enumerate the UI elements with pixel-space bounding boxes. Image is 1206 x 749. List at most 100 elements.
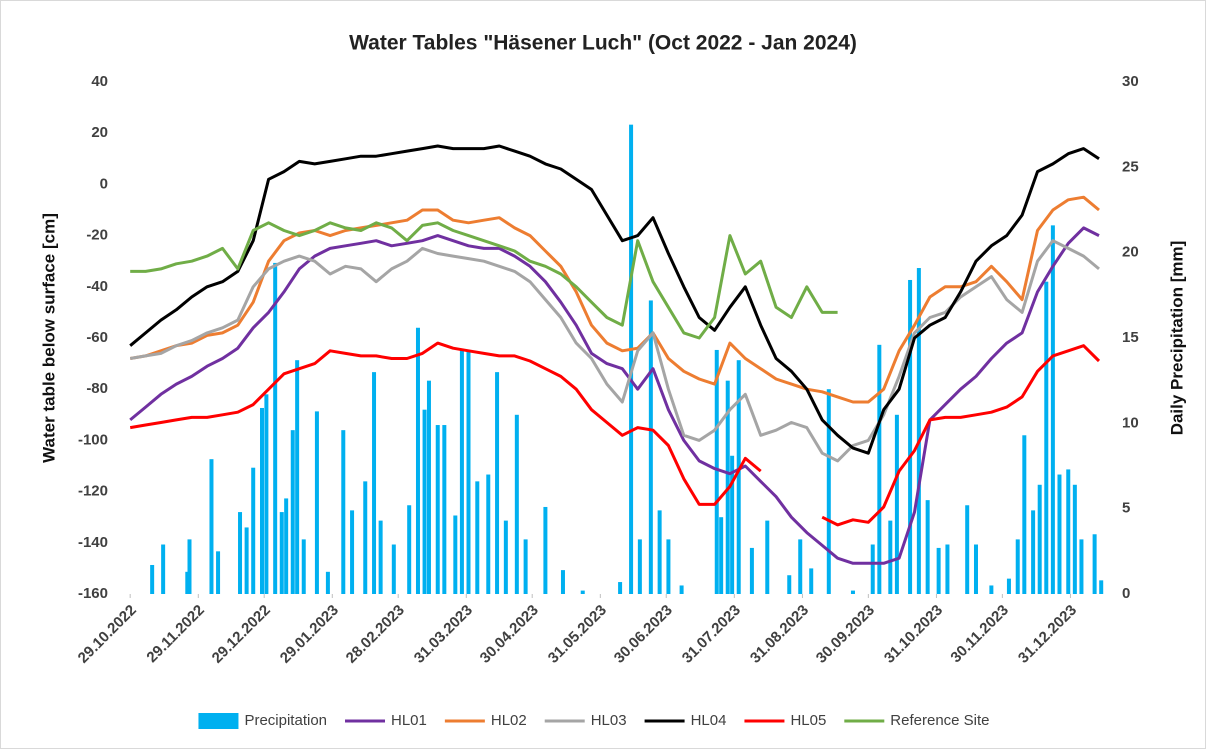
precipitation-bar: [209, 459, 214, 594]
legend-label: Precipitation: [244, 712, 327, 729]
precipitation-bar: [279, 512, 284, 594]
precipitation-bar: [415, 327, 420, 594]
y-axis-title: Water table below surface [cm]: [39, 213, 58, 463]
precipitation-bar: [1022, 435, 1027, 594]
legend-label: HL04: [691, 712, 727, 729]
precipitation-bar: [945, 544, 950, 594]
precipitation-bar: [1037, 484, 1042, 594]
precipitation-bar: [1031, 510, 1036, 594]
y-tick-label: -40: [86, 278, 108, 295]
precipitation-bar: [161, 544, 166, 594]
y-tick-label: -60: [86, 329, 108, 346]
precipitation-bar: [523, 539, 528, 594]
y-tick-label: -160: [78, 585, 108, 602]
series-line: [129, 144, 1100, 455]
y2-tick-label: 25: [1122, 158, 1139, 175]
precipitation-bar: [475, 481, 480, 594]
precipitation-bar: [749, 547, 754, 594]
precipitation-bar: [314, 411, 319, 594]
precipitation-bar: [719, 517, 724, 594]
legend-label: Reference Site: [890, 712, 989, 729]
precipitation-bar: [185, 571, 190, 594]
precipitation-bar: [503, 520, 508, 594]
precipitation-bar: [1057, 474, 1062, 594]
precipitation-bar: [264, 394, 269, 594]
y2-tick-label: 20: [1122, 244, 1139, 261]
precipitation-bar: [442, 425, 447, 594]
series-line: [821, 344, 1101, 527]
precipitation-bar: [422, 409, 427, 594]
y2-tick-label: 5: [1122, 500, 1130, 517]
precipitation-bar: [618, 582, 623, 594]
precipitation-bar: [466, 351, 471, 594]
y2-tick-label: 10: [1122, 414, 1139, 431]
precipitation-bar: [809, 568, 814, 594]
precipitation-bar: [486, 474, 491, 594]
y-tick-label: -120: [78, 483, 108, 500]
precipitation-bar: [629, 124, 634, 595]
precipitation-bar: [894, 414, 899, 594]
precipitation-bar: [273, 262, 278, 594]
precipitation-bar: [378, 520, 383, 594]
precipitation-bar: [925, 500, 930, 594]
y2-tick-label: 30: [1122, 73, 1139, 90]
precipitation-bar: [244, 527, 249, 594]
chart-title: Water Tables "Häsener Luch" (Oct 2022 - …: [349, 32, 857, 55]
precipitation-bar: [150, 564, 155, 594]
precipitation-bar: [666, 539, 671, 594]
precipitation-bar: [238, 512, 243, 594]
y2-tick-label: 15: [1122, 329, 1139, 346]
precipitation-bar: [1015, 539, 1020, 594]
precipitation-bar: [259, 407, 264, 594]
precipitation-bar: [295, 360, 300, 594]
precipitation-bar: [1066, 469, 1071, 594]
precipitation-bar: [290, 430, 295, 594]
precipitation-bar: [495, 372, 500, 594]
precipitation-bar: [798, 539, 803, 594]
legend-label: HL05: [790, 712, 826, 729]
precipitation-bar: [435, 425, 440, 594]
precipitation-bar: [350, 510, 355, 594]
precipitation-bar: [877, 344, 882, 594]
precipitation-bar: [908, 279, 913, 594]
precipitation-bar: [1079, 539, 1084, 594]
precipitation-bar: [916, 268, 921, 594]
precipitation-bar: [543, 506, 548, 594]
y-tick-label: -80: [86, 380, 108, 397]
y-tick-label: 40: [91, 73, 108, 90]
precipitation-bar: [391, 544, 396, 594]
precipitation-bar: [1099, 580, 1104, 594]
precipitation-bar: [679, 585, 684, 594]
series-line: [129, 341, 762, 506]
precipitation-bar: [251, 467, 256, 594]
precipitation-bar: [301, 539, 306, 594]
precipitation-bar: [888, 520, 893, 594]
precipitation-bar: [657, 510, 662, 594]
precipitation-bar: [1006, 578, 1011, 594]
precipitation-bar: [580, 590, 585, 594]
precipitation-bar: [648, 300, 653, 594]
precipitation-bar: [1050, 225, 1055, 595]
precipitation-bar: [1092, 534, 1097, 594]
series-line: [130, 221, 838, 340]
precipitation-bar: [325, 571, 330, 594]
precipitation-bar: [1072, 484, 1077, 594]
precipitation-bar: [714, 349, 719, 594]
precipitation-bar: [1044, 281, 1049, 594]
y-tick-label: -100: [78, 431, 108, 448]
precipitation-bar: [637, 539, 642, 594]
legend-swatch: [198, 713, 239, 729]
y-tick-label: -140: [78, 534, 108, 551]
precipitation-bar: [284, 498, 289, 594]
precipitation-bar: [870, 544, 875, 594]
y-tick-label: 20: [91, 124, 108, 141]
precipitation-bar: [850, 590, 855, 594]
precipitation-bar: [372, 372, 377, 594]
precipitation-bar: [965, 505, 970, 594]
precipitation-bar: [936, 547, 941, 594]
legend-label: HL02: [491, 712, 527, 729]
y2-axis-title: Daily Precipitation [mm]: [1167, 241, 1186, 436]
precipitation-bar: [453, 515, 458, 594]
precipitation-bar: [973, 544, 978, 594]
